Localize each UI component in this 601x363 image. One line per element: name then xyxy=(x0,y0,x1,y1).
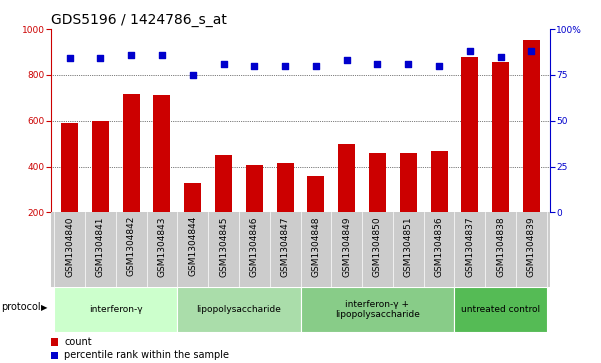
Point xyxy=(249,63,259,69)
Text: GSM1304837: GSM1304837 xyxy=(465,216,474,277)
Bar xyxy=(61,123,78,212)
FancyBboxPatch shape xyxy=(454,287,547,332)
Bar xyxy=(308,176,325,212)
Point xyxy=(188,72,198,78)
Text: untreated control: untreated control xyxy=(461,305,540,314)
Text: GSM1304839: GSM1304839 xyxy=(527,216,536,277)
Text: GSM1304845: GSM1304845 xyxy=(219,216,228,277)
Point xyxy=(373,61,382,67)
Bar xyxy=(369,153,386,212)
Bar xyxy=(492,62,509,212)
Text: ▶: ▶ xyxy=(41,303,47,312)
Point xyxy=(465,48,475,54)
Text: GDS5196 / 1424786_s_at: GDS5196 / 1424786_s_at xyxy=(51,13,227,26)
Bar xyxy=(92,121,109,212)
Text: count: count xyxy=(64,337,92,347)
Point xyxy=(126,52,136,58)
Point xyxy=(280,63,290,69)
Text: GSM1304850: GSM1304850 xyxy=(373,216,382,277)
Text: GSM1304848: GSM1304848 xyxy=(311,216,320,277)
Text: GSM1304836: GSM1304836 xyxy=(435,216,444,277)
Text: GSM1304846: GSM1304846 xyxy=(250,216,259,277)
Text: GSM1304842: GSM1304842 xyxy=(127,216,136,277)
Text: GSM1304844: GSM1304844 xyxy=(188,216,197,277)
Point xyxy=(65,56,75,61)
Point xyxy=(342,57,352,63)
Point xyxy=(96,56,105,61)
Text: GSM1304847: GSM1304847 xyxy=(281,216,290,277)
Point xyxy=(219,61,228,67)
Bar xyxy=(215,155,232,212)
FancyBboxPatch shape xyxy=(300,287,454,332)
Text: GSM1304838: GSM1304838 xyxy=(496,216,505,277)
Text: protocol: protocol xyxy=(1,302,41,312)
Point xyxy=(311,63,321,69)
Bar xyxy=(276,163,293,212)
Text: percentile rank within the sample: percentile rank within the sample xyxy=(64,350,230,360)
Text: interferon-γ: interferon-γ xyxy=(89,305,142,314)
Point xyxy=(435,63,444,69)
Text: GSM1304843: GSM1304843 xyxy=(157,216,166,277)
Point xyxy=(496,54,505,60)
Bar xyxy=(430,151,448,212)
Point xyxy=(157,52,166,58)
Bar xyxy=(185,183,201,212)
Bar xyxy=(400,153,416,212)
Text: GSM1304849: GSM1304849 xyxy=(342,216,351,277)
FancyBboxPatch shape xyxy=(54,287,177,332)
Text: GSM1304840: GSM1304840 xyxy=(65,216,74,277)
Text: GSM1304841: GSM1304841 xyxy=(96,216,105,277)
Bar xyxy=(338,144,355,212)
Bar xyxy=(123,94,139,212)
Bar xyxy=(246,166,263,212)
Bar xyxy=(523,41,540,212)
Text: lipopolysaccharide: lipopolysaccharide xyxy=(197,305,281,314)
FancyBboxPatch shape xyxy=(177,287,300,332)
Text: interferon-γ +
lipopolysaccharide: interferon-γ + lipopolysaccharide xyxy=(335,300,420,319)
Bar xyxy=(462,57,478,212)
Bar xyxy=(153,95,171,212)
Point xyxy=(403,61,413,67)
Text: GSM1304851: GSM1304851 xyxy=(404,216,413,277)
Point xyxy=(526,48,536,54)
